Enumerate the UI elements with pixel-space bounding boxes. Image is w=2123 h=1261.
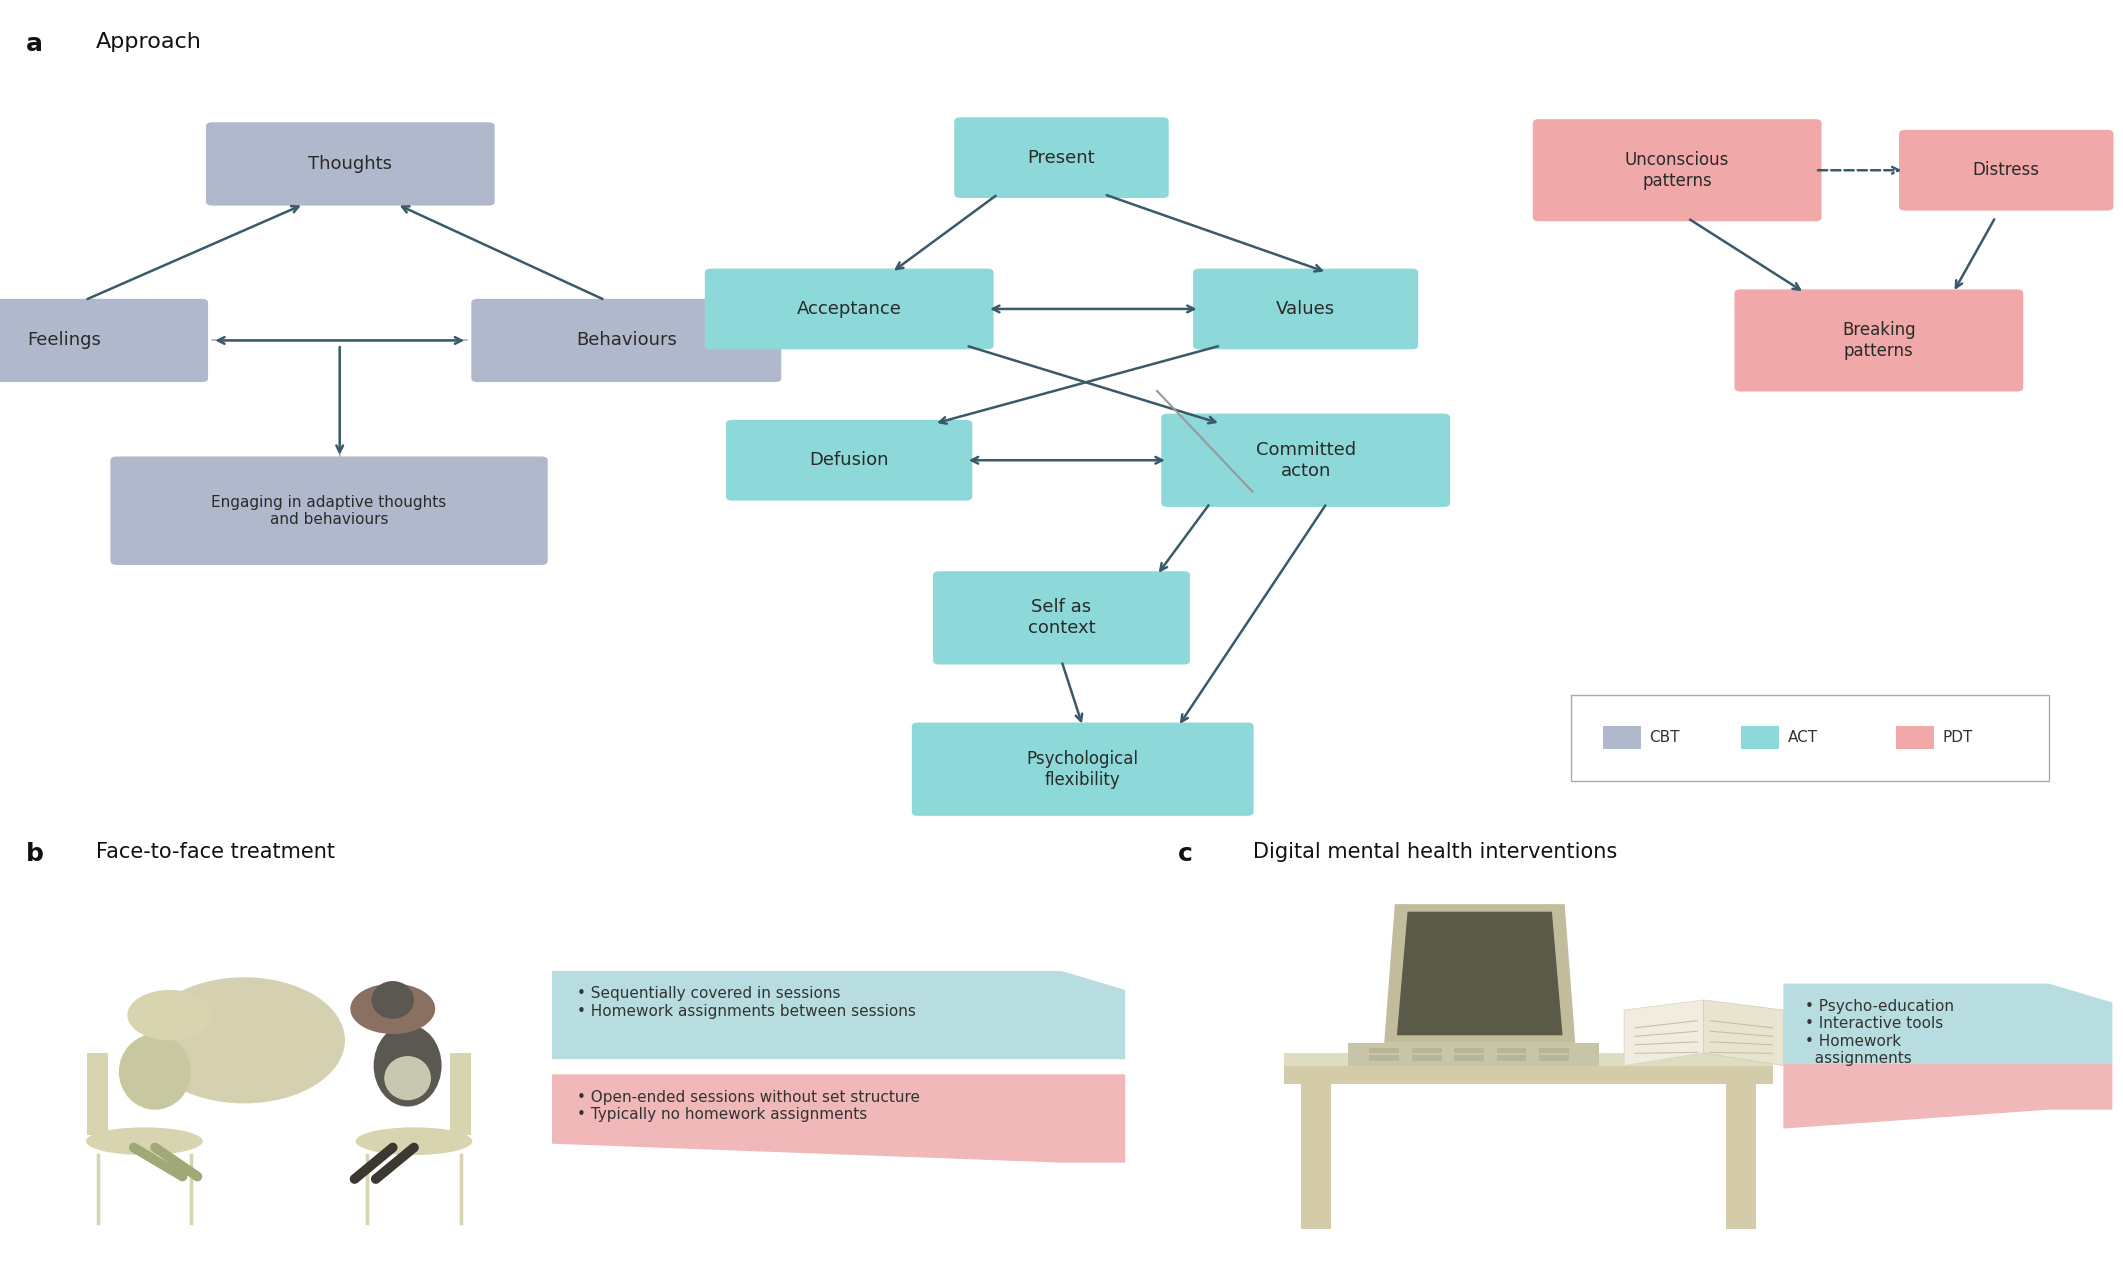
Bar — [1301, 1084, 1331, 1229]
Text: CBT: CBT — [1650, 730, 1679, 745]
Bar — [1412, 1048, 1442, 1053]
Text: Psychological
flexibility: Psychological flexibility — [1028, 750, 1138, 788]
FancyBboxPatch shape — [726, 420, 972, 501]
Text: c: c — [1178, 842, 1193, 866]
Text: Breaking
patterns: Breaking patterns — [1843, 322, 1915, 359]
Text: b: b — [25, 842, 42, 866]
FancyBboxPatch shape — [1533, 120, 1822, 222]
FancyBboxPatch shape — [705, 269, 994, 349]
FancyBboxPatch shape — [471, 299, 781, 382]
Text: a: a — [25, 32, 42, 55]
Bar — [1539, 1048, 1569, 1053]
Polygon shape — [1703, 1000, 1783, 1066]
FancyBboxPatch shape — [206, 122, 495, 206]
FancyBboxPatch shape — [955, 117, 1168, 198]
Text: • Psycho-education
• Interactive tools
• Homework
  assignments: • Psycho-education • Interactive tools •… — [1805, 999, 1953, 1066]
FancyBboxPatch shape — [1900, 130, 2115, 211]
Text: Present: Present — [1028, 149, 1095, 166]
Text: Unconscious
patterns: Unconscious patterns — [1624, 151, 1730, 189]
Text: • Open-ended sessions without set structure
• Typically no homework assignments: • Open-ended sessions without set struct… — [577, 1090, 921, 1122]
Polygon shape — [552, 1074, 1125, 1163]
Polygon shape — [1384, 904, 1575, 1043]
Text: • Sequentially covered in sessions
• Homework assignments between sessions: • Sequentially covered in sessions • Hom… — [577, 986, 917, 1019]
FancyBboxPatch shape — [913, 723, 1253, 816]
FancyBboxPatch shape — [1193, 269, 1418, 349]
Text: Committed
acton: Committed acton — [1255, 441, 1357, 479]
Bar — [1497, 1048, 1526, 1053]
Ellipse shape — [357, 1127, 471, 1155]
Ellipse shape — [374, 1024, 442, 1107]
FancyBboxPatch shape — [1734, 290, 2023, 391]
Polygon shape — [1783, 1063, 2112, 1129]
Text: Self as
context: Self as context — [1028, 599, 1095, 637]
Circle shape — [350, 984, 435, 1034]
FancyBboxPatch shape — [934, 571, 1189, 665]
Polygon shape — [1783, 984, 2112, 1063]
FancyBboxPatch shape — [110, 456, 548, 565]
Text: Defusion: Defusion — [809, 451, 890, 469]
Bar — [1454, 1055, 1484, 1061]
Text: Behaviours: Behaviours — [575, 332, 677, 349]
Bar — [1726, 1084, 1756, 1229]
Circle shape — [127, 990, 212, 1040]
Bar — [1412, 1055, 1442, 1061]
Bar — [1603, 726, 1641, 749]
Ellipse shape — [384, 1057, 431, 1100]
Text: Values: Values — [1276, 300, 1335, 318]
FancyBboxPatch shape — [1161, 414, 1450, 507]
Bar — [1454, 1048, 1484, 1053]
Bar — [1896, 726, 1934, 749]
Text: Approach: Approach — [96, 32, 202, 52]
FancyBboxPatch shape — [1571, 695, 2049, 781]
Ellipse shape — [372, 981, 414, 1019]
Bar — [1369, 1048, 1399, 1053]
Ellipse shape — [87, 1127, 204, 1155]
Polygon shape — [552, 971, 1125, 1059]
Ellipse shape — [144, 977, 344, 1103]
Text: ACT: ACT — [1788, 730, 1817, 745]
Polygon shape — [1624, 1000, 1703, 1066]
Bar — [1539, 1055, 1569, 1061]
Bar — [1369, 1055, 1399, 1061]
Text: PDT: PDT — [1943, 730, 1972, 745]
Text: Face-to-face treatment: Face-to-face treatment — [96, 842, 335, 863]
Text: Engaging in adaptive thoughts
and behaviours: Engaging in adaptive thoughts and behavi… — [212, 494, 446, 527]
Text: Distress: Distress — [1972, 161, 2040, 179]
Bar — [1741, 726, 1779, 749]
Ellipse shape — [119, 1034, 191, 1110]
Bar — [87, 1053, 108, 1135]
Bar — [1348, 1043, 1599, 1066]
Text: Digital mental health interventions: Digital mental health interventions — [1253, 842, 1618, 863]
FancyBboxPatch shape — [0, 299, 208, 382]
Bar — [450, 1053, 471, 1135]
Polygon shape — [1397, 912, 1563, 1035]
Bar — [1497, 1055, 1526, 1061]
Text: Acceptance: Acceptance — [796, 300, 902, 318]
Bar — [1284, 1066, 1773, 1084]
Text: Thoughts: Thoughts — [308, 155, 393, 173]
Bar — [1284, 1053, 1773, 1066]
Text: Feelings: Feelings — [28, 332, 100, 349]
